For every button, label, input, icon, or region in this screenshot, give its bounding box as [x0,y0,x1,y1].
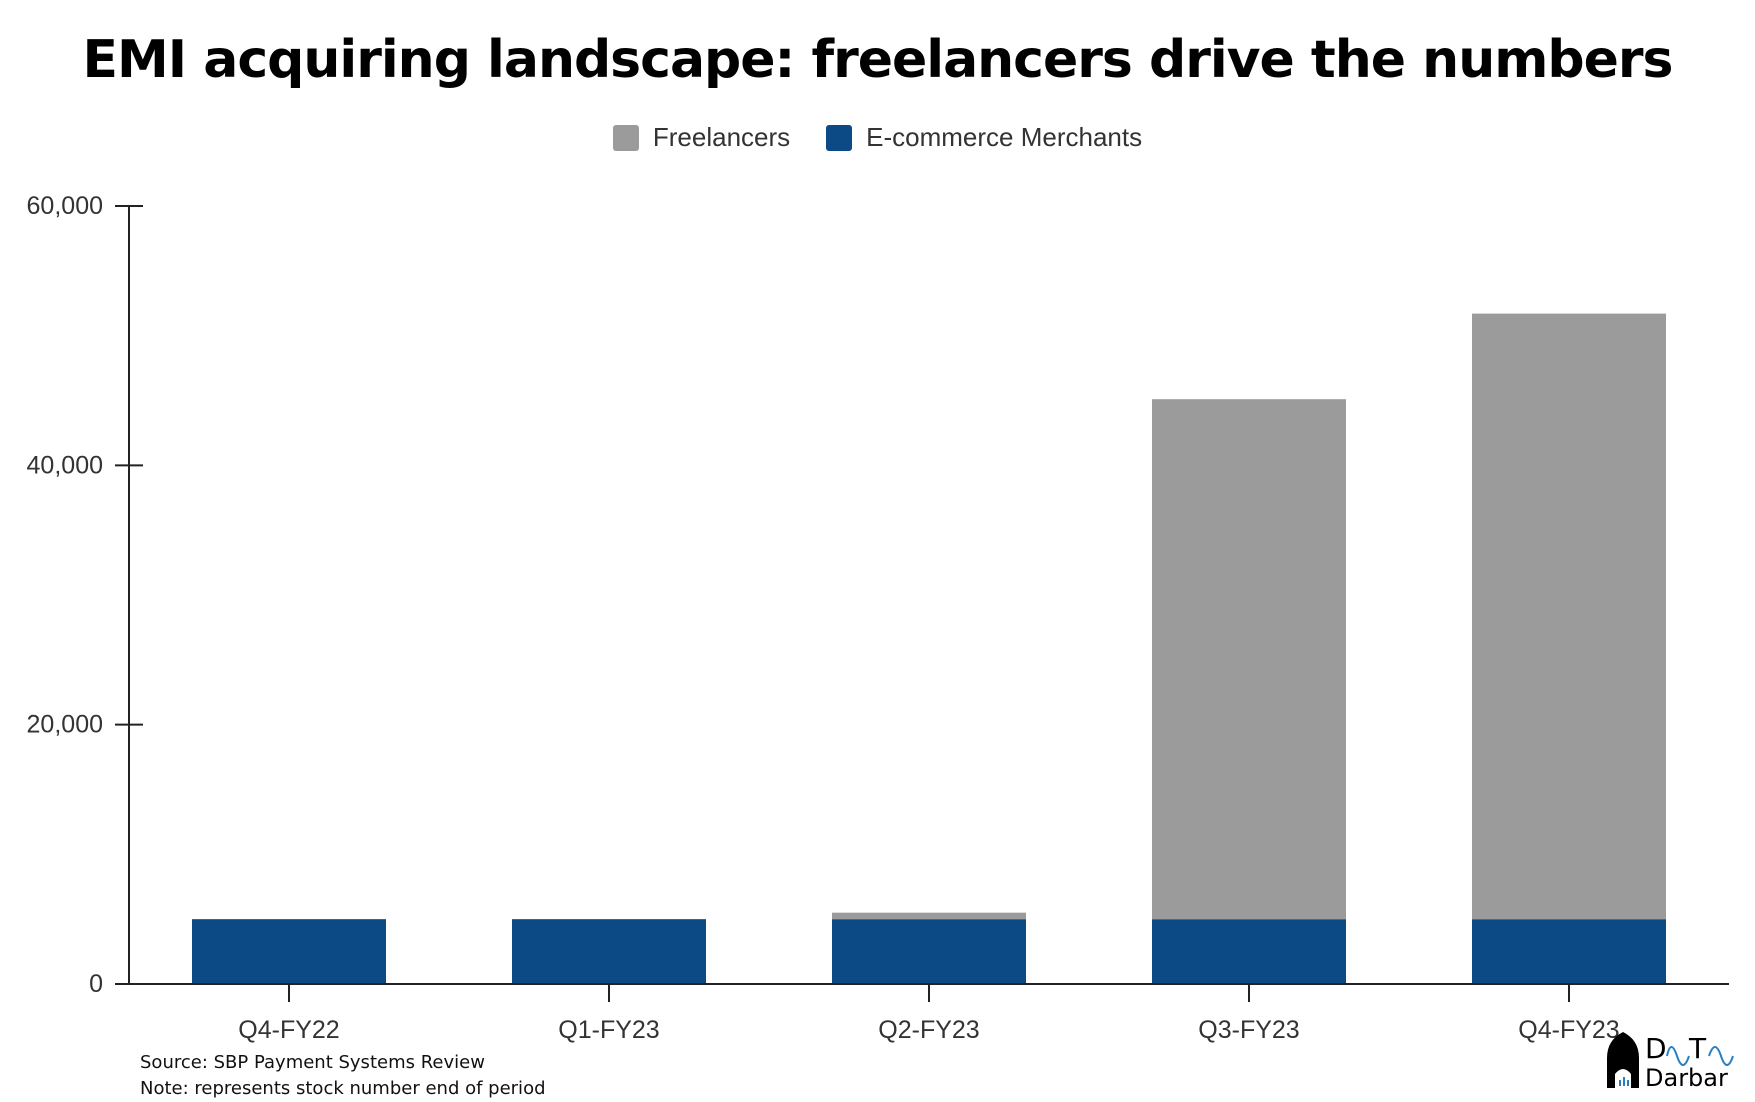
y-tick-label: 60,000 [27,192,103,220]
period-note: Note: represents stock number end of per… [140,1078,546,1099]
bar-e-commerce-merchants-q4-fy22 [192,919,386,984]
bar-e-commerce-merchants-q2-fy23 [832,919,1026,984]
legend: Freelancers E-commerce Merchants [0,122,1755,153]
bar-freelancers-q4-fy23 [1472,313,1666,920]
source-note: Source: SBP Payment Systems Review [140,1052,485,1073]
legend-item-ecommerce: E-commerce Merchants [826,122,1142,153]
x-tick-label: Q4-FY22 [238,1016,339,1044]
svg-text:T: T [1688,1032,1707,1065]
bar-e-commerce-merchants-q4-fy23 [1472,919,1666,984]
bar-freelancers-q3-fy23 [1152,399,1346,920]
x-tick-label: Q3-FY23 [1198,1016,1299,1044]
x-tick-label: Q1-FY23 [558,1016,659,1044]
y-tick-label: 40,000 [27,451,103,479]
chart-notes: Source: SBP Payment Systems Review Note:… [140,1050,546,1102]
bar-freelancers-q2-fy23 [832,912,1026,920]
svg-text:D: D [1645,1032,1667,1065]
chart-title: EMI acquiring landscape: freelancers dri… [82,30,1674,90]
x-tick-label: Q4-FY23 [1518,1016,1619,1044]
bar-e-commerce-merchants-q1-fy23 [512,919,706,984]
bar-e-commerce-merchants-q3-fy23 [1152,919,1346,984]
x-tick-label: Q2-FY23 [878,1016,979,1044]
y-tick-label: 0 [89,970,103,998]
y-tick-label: 20,000 [27,711,103,739]
legend-swatch-ecommerce [826,124,853,151]
legend-item-freelancers: Freelancers [612,122,791,153]
legend-label-ecommerce: E-commerce Merchants [866,122,1143,152]
legend-swatch-freelancers [612,124,639,151]
svg-text:Darbar: Darbar [1645,1064,1728,1090]
data-darbar-logo: D T Darbar [1607,1032,1734,1090]
legend-label-freelancers: Freelancers [652,122,791,152]
